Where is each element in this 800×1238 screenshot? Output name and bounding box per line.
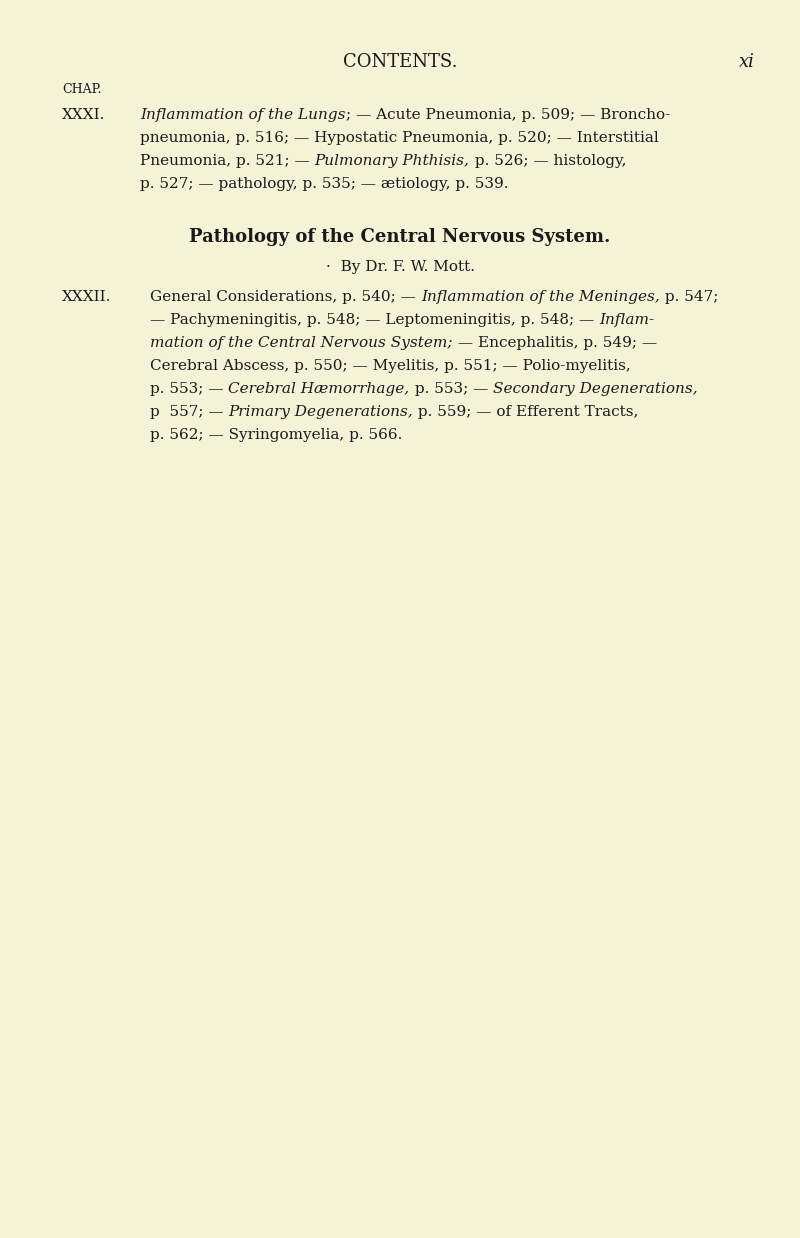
Text: p. 547;: p. 547;: [659, 290, 718, 305]
Text: p. 553; —: p. 553; —: [150, 383, 228, 396]
Text: p. 559; — of Efferent Tracts,: p. 559; — of Efferent Tracts,: [414, 405, 638, 418]
Text: xi: xi: [739, 53, 755, 71]
Text: CHAP.: CHAP.: [62, 83, 102, 97]
Text: p  557; —: p 557; —: [150, 405, 229, 418]
Text: Inflammation of the Lungs: Inflammation of the Lungs: [140, 108, 346, 123]
Text: Cerebral Abscess, p. 550; — Myelitis, p. 551; — Polio-myelitis,: Cerebral Abscess, p. 550; — Myelitis, p.…: [150, 359, 630, 373]
Text: XXXI.: XXXI.: [62, 108, 106, 123]
Text: Primary Degenerations,: Primary Degenerations,: [229, 405, 414, 418]
Text: pneumonia, p. 516; — Hypostatic Pneumonia, p. 520; — Interstitial: pneumonia, p. 516; — Hypostatic Pneumoni…: [140, 131, 658, 145]
Text: ; — Acute Pneumonia, p. 509; — Broncho-: ; — Acute Pneumonia, p. 509; — Broncho-: [346, 108, 670, 123]
Text: Cerebral Hæmorrhage,: Cerebral Hæmorrhage,: [228, 383, 410, 396]
Text: General Considerations, p. 540; —: General Considerations, p. 540; —: [150, 290, 421, 305]
Text: p. 527; — pathology, p. 535; — ætiology, p. 539.: p. 527; — pathology, p. 535; — ætiology,…: [140, 177, 509, 191]
Text: Secondary Degenerations,: Secondary Degenerations,: [493, 383, 698, 396]
Text: p. 553; —: p. 553; —: [410, 383, 493, 396]
Text: XXXII.: XXXII.: [62, 290, 111, 305]
Text: Pulmonary Phthisis,: Pulmonary Phthisis,: [314, 154, 470, 168]
Text: — Pachymeningitis, p. 548; — Leptomeningitis, p. 548; —: — Pachymeningitis, p. 548; — Leptomening…: [150, 313, 599, 327]
Text: p. 562; — Syringomyelia, p. 566.: p. 562; — Syringomyelia, p. 566.: [150, 428, 402, 442]
Text: Inflam-: Inflam-: [599, 313, 654, 327]
Text: mation of the Central Nervous System;: mation of the Central Nervous System;: [150, 335, 453, 350]
Text: Pathology of the Central Nervous System.: Pathology of the Central Nervous System.: [190, 228, 610, 246]
Text: p. 526; — histology,: p. 526; — histology,: [470, 154, 626, 168]
Text: — Encephalitis, p. 549; —: — Encephalitis, p. 549; —: [453, 335, 657, 350]
Text: Inflammation of the Meninges,: Inflammation of the Meninges,: [421, 290, 659, 305]
Text: ·  By Dr. F. W. Mott.: · By Dr. F. W. Mott.: [326, 260, 474, 274]
Text: CONTENTS.: CONTENTS.: [342, 53, 458, 71]
Text: Pneumonia, p. 521; —: Pneumonia, p. 521; —: [140, 154, 314, 168]
